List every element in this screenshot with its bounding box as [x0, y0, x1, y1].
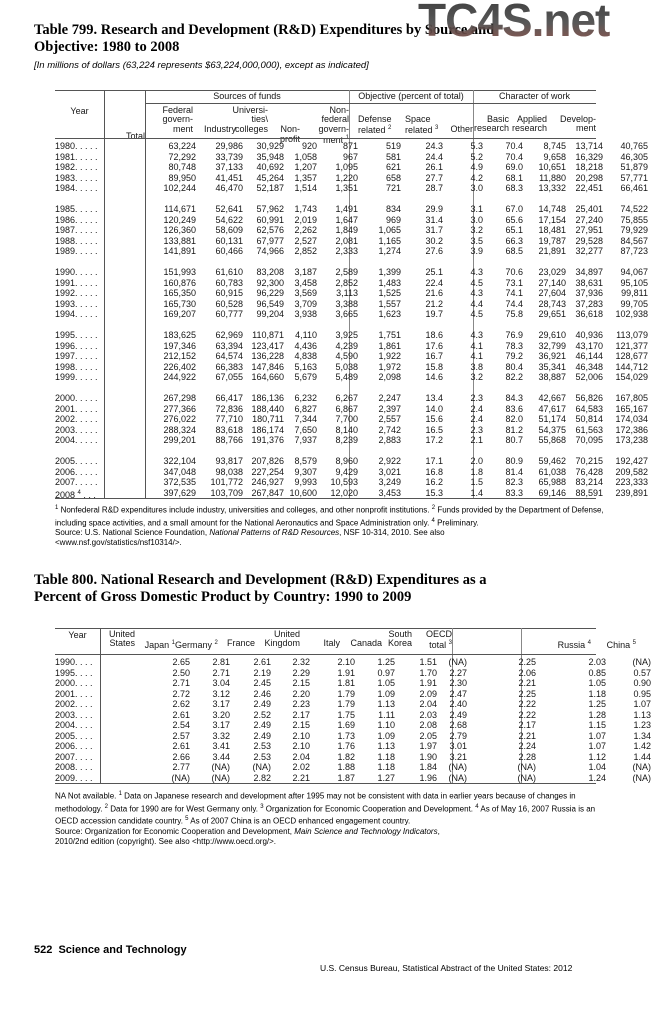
svg-text:TC4S.net: TC4S.net	[418, 0, 610, 46]
